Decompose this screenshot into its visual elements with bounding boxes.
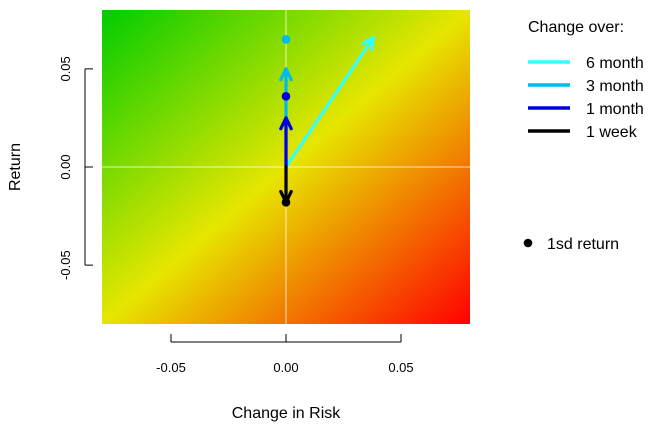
series-arrow-1-month <box>279 116 293 169</box>
legend-label-6-month: 6 month <box>586 55 644 72</box>
return-point <box>281 198 291 207</box>
series-arrow-3-month-head <box>279 67 293 82</box>
legend-label-1-week: 1 week <box>586 124 638 141</box>
legend-title: Change over: <box>528 19 624 36</box>
x-tick-label: -0.05 <box>156 360 186 375</box>
series-arrow-6-month <box>284 35 375 169</box>
series-arrow-6-month-head <box>361 35 375 51</box>
series-arrow-6-month-shaft <box>284 35 375 169</box>
y-axis-title: Return <box>7 143 24 191</box>
y-tick-label: -0.05 <box>58 250 73 280</box>
x-tick-label: 0.05 <box>388 360 413 375</box>
points-group <box>281 35 291 207</box>
y-tick-label: 0.05 <box>58 56 73 81</box>
x-axis: -0.05 0.00 0.05 <box>156 334 414 375</box>
legend-label-3-month: 3 month <box>586 78 644 95</box>
x-tick-label: 0.00 <box>273 360 298 375</box>
legend-label-1-month: 1 month <box>586 101 644 118</box>
return-point <box>281 35 291 44</box>
legend-label-1sd-return: 1sd return <box>547 236 619 253</box>
series-arrow-1-month-head <box>279 116 293 131</box>
legend: Change over: 6 month 3 month 1 month 1 week… <box>523 19 644 253</box>
y-axis: -0.05 0.00 0.05 <box>58 56 93 280</box>
x-axis-title: Change in Risk <box>232 405 342 422</box>
y-tick-label: 0.00 <box>58 154 73 179</box>
legend-point-marker <box>523 238 533 248</box>
return-point <box>281 92 291 101</box>
